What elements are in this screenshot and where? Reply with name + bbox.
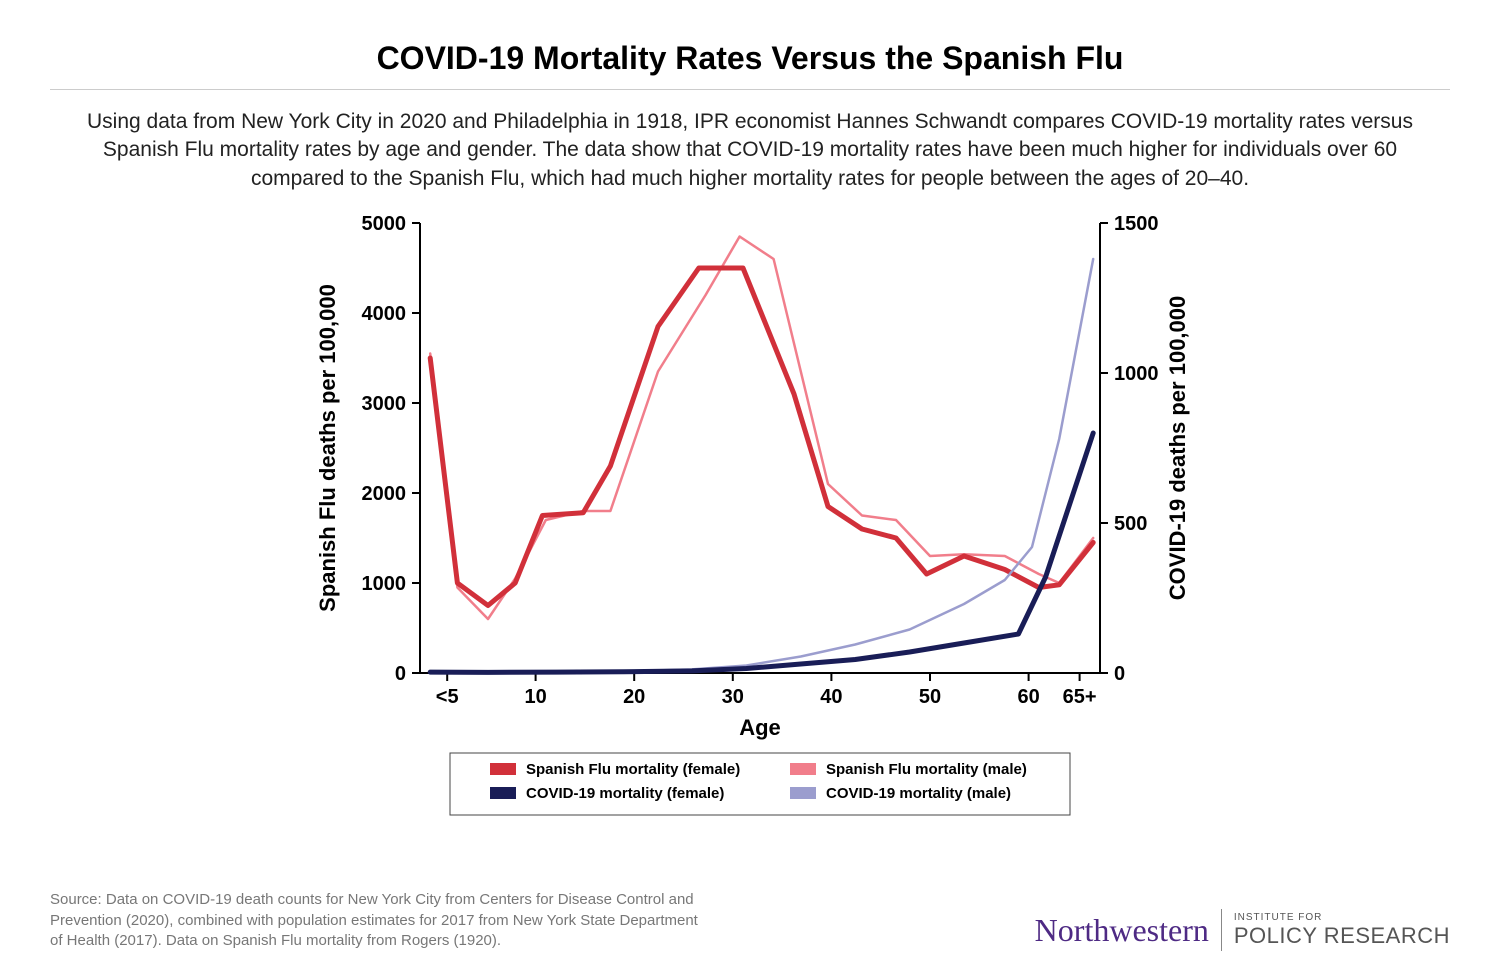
svg-text:10: 10 xyxy=(524,686,546,708)
brand-name: Northwestern xyxy=(1035,912,1209,949)
brand-institute-big: POLICY RESEARCH xyxy=(1234,924,1450,947)
brand-divider xyxy=(1221,909,1222,951)
svg-text:20: 20 xyxy=(623,686,645,708)
svg-text:5000: 5000 xyxy=(362,213,407,235)
svg-text:1000: 1000 xyxy=(362,573,407,595)
svg-text:Age: Age xyxy=(739,715,781,740)
chart-container: 0 1000 2000 3000 4000 5000 0 500 1000 1500 <5 10 20 3… xyxy=(50,203,1450,880)
svg-text:Spanish Flu mortality (female): Spanish Flu mortality (female) xyxy=(526,761,740,778)
svg-text:COVID-19 mortality (female): COVID-19 mortality (female) xyxy=(526,785,724,802)
svg-text:3000: 3000 xyxy=(362,393,407,415)
svg-text:COVID-19 mortality (male): COVID-19 mortality (male) xyxy=(826,785,1011,802)
svg-text:0: 0 xyxy=(1114,663,1125,685)
svg-text:2000: 2000 xyxy=(362,483,407,505)
svg-text:4000: 4000 xyxy=(362,303,407,325)
brand-block: Northwestern INSTITUTE FOR POLICY RESEAR… xyxy=(1035,909,1450,951)
svg-text:65+: 65+ xyxy=(1063,686,1097,708)
svg-text:<5: <5 xyxy=(436,686,459,708)
svg-text:Spanish Flu mortality (male): Spanish Flu mortality (male) xyxy=(826,761,1027,778)
svg-text:1000: 1000 xyxy=(1114,363,1159,385)
svg-text:40: 40 xyxy=(820,686,842,708)
svg-text:500: 500 xyxy=(1114,513,1147,535)
footer: Source: Data on COVID-19 death counts fo… xyxy=(50,880,1450,951)
svg-text:Spanish Flu deaths per 100,000: Spanish Flu deaths per 100,000 xyxy=(315,284,340,612)
mortality-chart: 0 1000 2000 3000 4000 5000 0 500 1000 1500 <5 10 20 3… xyxy=(300,203,1200,823)
brand-institute: INSTITUTE FOR POLICY RESEARCH xyxy=(1234,913,1450,947)
svg-text:COVID-19 deaths per 100,000: COVID-19 deaths per 100,000 xyxy=(1165,296,1190,600)
svg-text:0: 0 xyxy=(395,663,406,685)
svg-text:30: 30 xyxy=(722,686,744,708)
svg-text:60: 60 xyxy=(1017,686,1039,708)
source-text: Source: Data on COVID-19 death counts fo… xyxy=(50,890,700,951)
svg-text:1500: 1500 xyxy=(1114,213,1159,235)
page-title: COVID-19 Mortality Rates Versus the Span… xyxy=(50,40,1450,90)
page-subtitle: Using data from New York City in 2020 an… xyxy=(80,108,1420,193)
svg-text:50: 50 xyxy=(919,686,941,708)
